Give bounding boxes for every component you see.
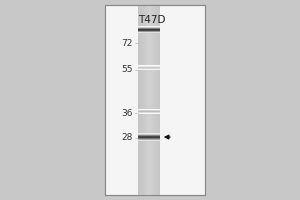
Bar [152, 5, 153, 195]
Bar [138, 5, 139, 195]
Bar [145, 5, 146, 195]
Bar [151, 5, 152, 195]
Bar [154, 5, 155, 195]
Bar [138, 136, 160, 137]
Bar [138, 28, 160, 29]
Bar [155, 5, 156, 195]
Bar [138, 138, 160, 139]
Bar [138, 134, 160, 135]
Bar [144, 5, 145, 195]
Bar [158, 5, 159, 195]
Bar [143, 5, 144, 195]
Bar [138, 137, 160, 138]
Bar [153, 5, 154, 195]
Bar [149, 5, 150, 195]
Bar [141, 5, 142, 195]
Text: 36: 36 [122, 109, 133, 118]
Bar [146, 5, 147, 195]
Bar [105, 5, 205, 195]
Bar [147, 5, 148, 195]
Bar [138, 27, 160, 28]
Bar [138, 32, 160, 33]
Bar [142, 5, 143, 195]
Bar [138, 135, 160, 136]
Bar [139, 5, 140, 195]
Bar [138, 26, 160, 27]
Bar [138, 139, 160, 140]
Text: T47D: T47D [138, 15, 166, 25]
Bar [148, 5, 149, 195]
Bar [140, 5, 141, 195]
Bar [138, 5, 160, 195]
Text: 28: 28 [122, 134, 133, 142]
Bar [157, 5, 158, 195]
Bar [138, 133, 160, 134]
Bar [138, 140, 160, 141]
Text: 72: 72 [122, 38, 133, 47]
Bar [138, 31, 160, 32]
Bar [138, 30, 160, 31]
Bar [159, 5, 160, 195]
Bar [138, 29, 160, 30]
Text: 55: 55 [122, 65, 133, 74]
Bar [156, 5, 157, 195]
Bar [150, 5, 151, 195]
Bar [105, 5, 205, 195]
